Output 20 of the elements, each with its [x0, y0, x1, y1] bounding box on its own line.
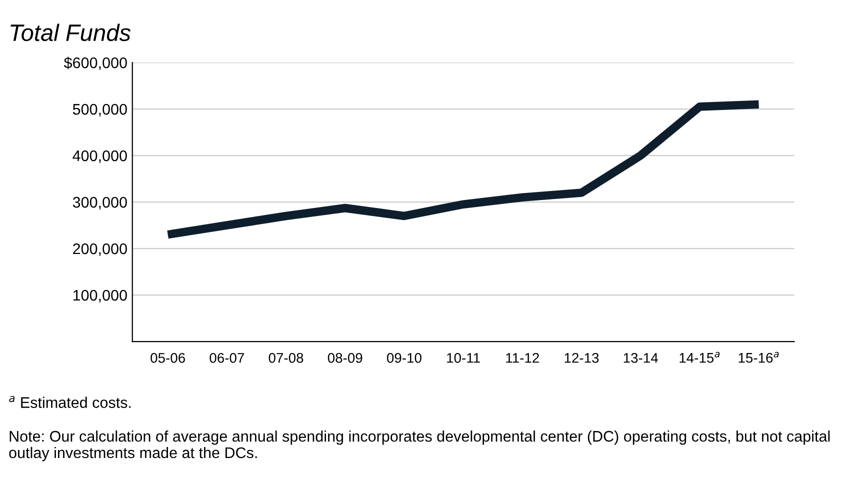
- y-tick-label: 500,000: [72, 104, 127, 117]
- x-tick-label: 05-06: [150, 352, 185, 363]
- x-tick-label: 06-07: [210, 352, 244, 363]
- y-tick-label: 100,000: [73, 290, 127, 303]
- y-tick-label: 300,000: [72, 196, 127, 210]
- x-tick-label: 09-10: [386, 352, 422, 363]
- y-tick-label: $600,000: [64, 56, 127, 70]
- x-tick-label: 14-15$^{a}$: [680, 352, 720, 363]
- y-tick-label: 200,000: [73, 243, 127, 256]
- x-tick-label: 08-09: [328, 352, 362, 363]
- x-tick-label: 11-12: [506, 352, 539, 363]
- chart-title: Total Funds: [10, 24, 131, 42]
- y-tick-label: 400,000: [72, 150, 127, 164]
- x-tick-label: 07-08: [268, 352, 304, 363]
- x-tick-label: 12-13: [564, 352, 599, 363]
- x-tick-label: 10-11: [447, 352, 480, 363]
- x-tick-label: 15-16$^{a}$: [738, 352, 779, 363]
- text: $^{a}$ Estimated costs.: [9, 396, 131, 408]
- x-tick-label: 13-14: [624, 352, 658, 363]
- text: Note: Our calculation of average annual spending incorporates developmental center (DC) operating costs, but not capital outlay investments made at the DCs.: [9, 430, 830, 462]
